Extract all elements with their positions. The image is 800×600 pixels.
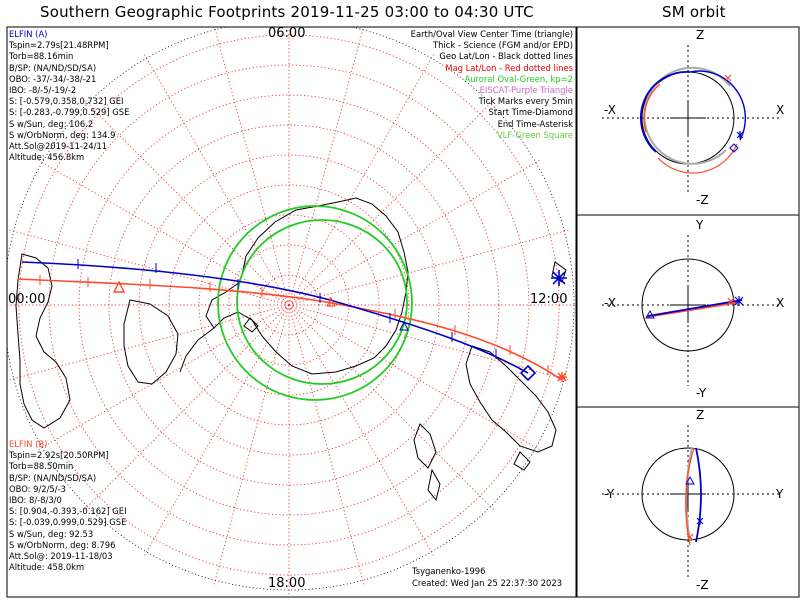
elfin-a-line: Altitude: 456.8km: [9, 152, 85, 163]
legend-item: End Time-Asterisk: [497, 118, 573, 129]
mag-lon-line: [288, 99, 495, 306]
orbit3-label-right: Y: [776, 487, 784, 501]
mag-lon-line: [143, 53, 290, 306]
auroral-oval-inner: [236, 219, 408, 385]
legend-item: Tick Marks every 5min: [478, 96, 573, 107]
orbit2-label-top: Y: [696, 218, 704, 232]
mag-lon-line: [288, 27, 364, 306]
elfin-a-end-asterisk: [551, 270, 567, 286]
legend-item: Thick - Science (FGM and/or EPD): [432, 40, 573, 51]
time-label-top: 06:00: [268, 26, 306, 41]
elfin-a-start-diamond: [519, 364, 537, 382]
orbit-panel-xy: [602, 235, 779, 386]
elfin-a-ticks: [77, 259, 497, 359]
orbit-frame-yz: [576, 406, 800, 598]
orbit3-label-left: -Y: [604, 487, 615, 501]
elfin-a-line: Tspin=2.79s[21.48RPM]: [9, 40, 109, 51]
mag-lat-ring: [138, 154, 440, 456]
elfin-a-line: S w/Sun, deg: 106.2: [9, 118, 94, 129]
legend-item: EISCAT-Purple Triangle: [479, 85, 573, 96]
orbit-panel-yz: [602, 425, 779, 578]
orbit-panel-xz: [602, 45, 779, 192]
elfin-b-line: S w/Sun, deg: 92.53: [9, 528, 94, 539]
legend: Earth/Oval View Center Time (triangle) T…: [330, 29, 573, 141]
orbit-title: SM orbit: [662, 3, 726, 21]
orbit3-label-bottom: -Z: [696, 578, 709, 592]
elfin-a-line: Att.Sol@2019-11-24/11: [9, 141, 108, 152]
mag-lon-line: [214, 27, 290, 306]
globe-limb: [7, 27, 575, 591]
orbit1-label-right: X: [776, 103, 785, 117]
elfin-b-line: B/SP: (NA/ND/SD/SA): [9, 472, 97, 483]
orbit1-label-bottom: -Z: [696, 193, 709, 207]
elfin-a-line: Torb=88.16min: [9, 51, 74, 62]
mag-lon-line: [288, 304, 541, 451]
mag-lon-line: [83, 99, 290, 306]
orbit1-label-top: Z: [696, 28, 705, 42]
mag-lon-line: [8, 304, 290, 381]
time-label-bottom: 18:00: [268, 576, 306, 591]
mag-lat-ring: [48, 64, 530, 546]
orbit2-label-bottom: -Y: [696, 386, 707, 400]
orbit3-label-top: Z: [696, 408, 705, 422]
elfin-a-title: ELFIN (A): [9, 29, 48, 39]
elfin-b-line: Tspin=2.92s[20.50RPM]: [9, 450, 109, 461]
time-label-left: 00:00: [8, 292, 46, 307]
elfin-b-ticks: [39, 275, 549, 375]
elfin-a-line: IBO: -8/-5/-19/-2: [9, 85, 77, 96]
orbit2-label-right: X: [776, 296, 785, 310]
elfin-b-end-asterisk: [557, 372, 567, 382]
elfin-b-line: Att.Sol@: 2019-11-18/03: [9, 551, 113, 562]
elfin-b-line: OBO: 9/2/5/-3: [9, 483, 66, 494]
elfin-a-line: S w/OrbNorm, deg: 134.9: [9, 129, 116, 140]
model-label: Tsyganenko-1996: [412, 566, 486, 576]
auroral-oval-outer: [217, 205, 413, 401]
created-label: Created: Wed Jan 25 22:37:30 2023: [412, 578, 563, 588]
mag-lon-line: [288, 229, 570, 306]
mag-lon-line: [288, 304, 365, 586]
elfin-b-view-triangle: [112, 280, 126, 293]
mag-lon-line: [83, 304, 290, 511]
elfin-a-track: [21, 261, 529, 374]
mag-lon-line: [288, 53, 435, 306]
elfin-a-info: ELFIN (A) Tspin=2.79s[21.48RPM] Torb=88.…: [9, 29, 129, 163]
legend-item: Earth/Oval View Center Time (triangle): [410, 29, 573, 39]
map-frame: [6, 26, 577, 598]
elfin-b-line: S: [0.904,-0.393,-0.162] GEI: [9, 506, 127, 517]
legend-item: Auroral Oval-Green, kp=2: [464, 73, 573, 84]
elfin-b-title: ELFIN (B): [9, 439, 48, 449]
legend-item: Start Time-Diamond: [488, 107, 573, 118]
mag-lon-line: [288, 304, 570, 381]
elfin-a-line: OBO: -37/-34/-38/-21: [9, 73, 97, 84]
mag-lon-line: [37, 304, 290, 451]
elfin-a-line: B/SP: (NA/ND/SD/SA): [9, 62, 97, 73]
coastlines: [15, 197, 567, 502]
elfin-b-line: Torb=88.50min: [9, 461, 74, 472]
elfin-a-line: S: [-0.579,0.358,0.732] GEI: [9, 96, 124, 107]
orbit1-label-left: -X: [604, 103, 616, 117]
legend-item: Mag Lat/Lon - Red dotted lines: [445, 62, 573, 73]
mag-lon-line: [8, 229, 290, 306]
elfin-b-line: IBO: 8/-8/3/0: [9, 495, 62, 506]
orbit2-label-left: -X: [604, 296, 616, 310]
elfin-a-center-triangle: [399, 320, 409, 331]
elfin-b-line: Altitude: 458.0km: [9, 562, 85, 573]
legend-item: Geo Lat/Lon - Black dotted lines: [439, 51, 573, 62]
main-title: Southern Geographic Footprints 2019-11-2…: [40, 3, 534, 21]
mag-lon-line: [213, 304, 290, 586]
elfin-a-line: S: [-0.283,-0.799,0.529] GSE: [9, 107, 130, 118]
mag-lon-line: [288, 304, 435, 557]
elfin-b-center-triangle: [326, 296, 336, 307]
elfin-b-line: S w/OrbNorm, deg: 8.796: [9, 539, 116, 550]
elfin-b-info: ELFIN (B) Tspin=2.92s[20.50RPM] Torb=88.…: [9, 439, 127, 573]
legend-item: VLF-Green Square: [496, 129, 573, 140]
time-label-right: 12:00: [530, 292, 568, 307]
mag-lon-line: [288, 159, 541, 306]
mag-lon-line: [37, 159, 290, 306]
elfin-b-line: S: [-0.039,0.999,0.529] GSE: [9, 517, 127, 528]
mag-lon-line: [143, 304, 290, 557]
mag-lon-line: [288, 304, 495, 511]
